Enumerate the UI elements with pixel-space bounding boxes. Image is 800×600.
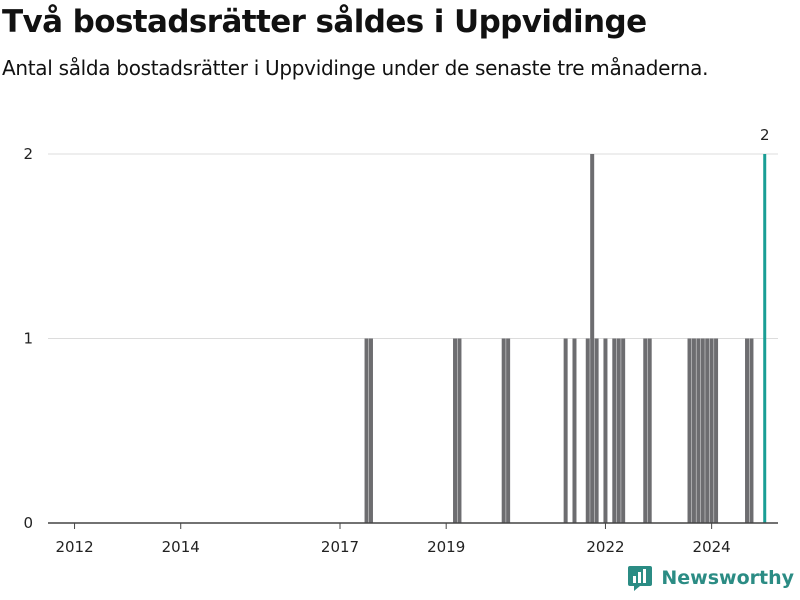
x-tick-label: 2012 xyxy=(55,538,93,556)
bar xyxy=(563,338,568,523)
bar xyxy=(709,338,714,523)
bar xyxy=(745,338,750,523)
newsworthy-logo: Newsworthy xyxy=(627,564,794,592)
bar xyxy=(687,338,692,523)
bar xyxy=(572,338,577,523)
bar xyxy=(749,338,754,523)
x-tick-label: 2019 xyxy=(427,538,465,556)
bar xyxy=(368,338,373,523)
highlight-bar xyxy=(763,154,767,523)
bar xyxy=(457,338,462,523)
logo-text: Newsworthy xyxy=(661,567,794,589)
bar xyxy=(612,338,617,523)
chart-subtitle: Antal sålda bostadsrätter i Uppvidinge u… xyxy=(2,56,709,80)
y-tick-label: 0 xyxy=(23,514,33,532)
bar xyxy=(585,338,590,523)
x-tick-label: 2014 xyxy=(162,538,200,556)
bar xyxy=(700,338,705,523)
bar xyxy=(696,338,701,523)
bar xyxy=(643,338,648,523)
axes xyxy=(48,522,778,529)
bar xyxy=(506,338,511,523)
y-tick-label: 2 xyxy=(23,145,33,163)
bar xyxy=(714,338,719,523)
y-tick-label: 1 xyxy=(23,330,33,348)
bar xyxy=(594,338,599,523)
newsworthy-logo-icon xyxy=(628,566,653,591)
x-tick-label: 2022 xyxy=(586,538,624,556)
bar xyxy=(647,338,652,523)
bar xyxy=(453,338,458,523)
bar xyxy=(705,338,710,523)
bar xyxy=(501,338,506,523)
bar xyxy=(590,154,595,523)
bar xyxy=(621,338,626,523)
bar xyxy=(616,338,621,523)
x-tick-label: 2017 xyxy=(321,538,359,556)
bar xyxy=(603,338,608,523)
chart-title: Två bostadsrätter såldes i Uppvidinge xyxy=(2,4,647,40)
gridlines xyxy=(48,153,778,339)
x-tick-label: 2024 xyxy=(693,538,731,556)
highlight-value-label: 2 xyxy=(760,126,770,144)
bar xyxy=(364,338,369,523)
bar xyxy=(691,338,696,523)
bars xyxy=(364,154,767,523)
labels: 0 1 2 2 2012 2014 2017 2019 2022 2024 xyxy=(23,126,769,556)
